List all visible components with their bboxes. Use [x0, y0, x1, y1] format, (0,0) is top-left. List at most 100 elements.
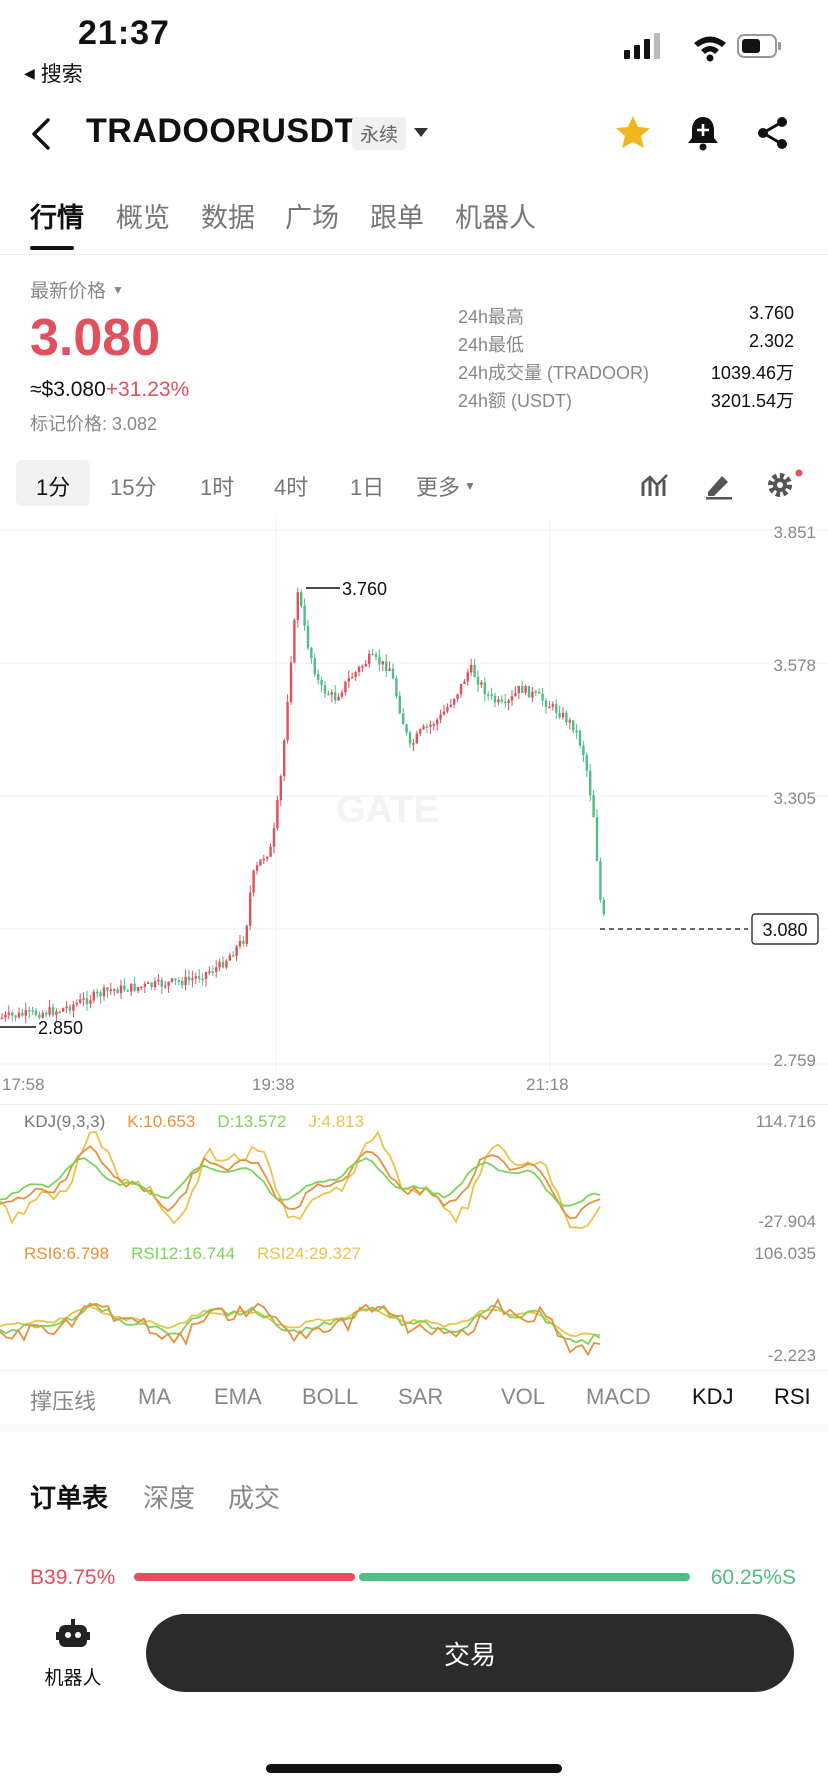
- tab-square[interactable]: 广场: [285, 203, 339, 233]
- indicator-kdj[interactable]: KDJ: [692, 1384, 734, 1409]
- share-icon[interactable]: [756, 116, 790, 150]
- candle-body: [34, 1010, 38, 1015]
- indicator-macd[interactable]: MACD: [586, 1384, 651, 1409]
- back-arrow-icon[interactable]: [28, 116, 56, 152]
- favorite-star-icon[interactable]: [614, 114, 652, 152]
- candle-body: [58, 1011, 61, 1014]
- tab-depth[interactable]: 深度: [143, 1483, 196, 1513]
- draw-pencil-icon[interactable]: [704, 470, 734, 500]
- indicator-boll[interactable]: BOLL: [302, 1384, 359, 1409]
- candle-body: [184, 976, 187, 986]
- back-to-app-link[interactable]: ◀ 搜索: [24, 58, 83, 88]
- kdj-j-line: [0, 1130, 601, 1229]
- candle-body: [521, 685, 524, 693]
- candle-body: [170, 978, 174, 982]
- usd-price: ≈$3.080: [30, 378, 106, 401]
- rsi12-value: RSI12:16.744: [131, 1244, 236, 1263]
- chart-settings-gear-icon[interactable]: [764, 468, 804, 502]
- candle-body: [490, 694, 493, 696]
- candlestick-chart[interactable]: GATE 3.760 2.850 3.080 3.851 3.578 3.305…: [0, 518, 828, 1078]
- high-marker-label: 3.760: [342, 579, 387, 599]
- candle-body: [286, 701, 289, 741]
- battery-icon: [737, 34, 781, 58]
- timeframe-1m[interactable]: 1分: [36, 475, 71, 500]
- candle-body: [296, 592, 299, 620]
- candle-body: [466, 672, 469, 682]
- stat-label-turnover: 24h额 (USDT): [458, 391, 573, 411]
- indicator-support-resistance[interactable]: 撑压线: [30, 1389, 97, 1414]
- kdj-d-value: D:13.572: [217, 1112, 287, 1131]
- candle-body: [51, 1007, 55, 1015]
- candle-body: [514, 693, 517, 697]
- kdj-d-line: [0, 1157, 601, 1207]
- stat-label-low: 24h最低: [458, 335, 525, 355]
- price-alert-bell-icon[interactable]: [686, 114, 720, 152]
- rsi6-line: [0, 1297, 601, 1357]
- candle-body: [568, 720, 571, 723]
- candle-body: [255, 865, 259, 871]
- candle-body: [300, 592, 303, 606]
- tab-copy-trading[interactable]: 跟单: [370, 203, 424, 233]
- symbol-title[interactable]: TRADOORUSDT: [86, 112, 356, 150]
- tab-trades[interactable]: 成交: [228, 1483, 281, 1513]
- candle-body: [589, 770, 592, 796]
- candle-body: [289, 662, 293, 702]
- indicator-rsi[interactable]: RSI: [774, 1384, 811, 1409]
- kdj-k-value: K:10.653: [127, 1112, 196, 1131]
- tab-market[interactable]: 行情: [30, 203, 84, 233]
- timeframe-more[interactable]: 更多 ▼: [416, 470, 476, 502]
- candle-body: [371, 653, 374, 656]
- kdj-title: KDJ(9,3,3): [24, 1112, 106, 1131]
- candle-body: [211, 971, 214, 973]
- buy-letter: B: [30, 1566, 45, 1589]
- candle-body: [541, 693, 544, 701]
- status-time: 21:37: [78, 14, 170, 52]
- candle-body: [374, 654, 378, 657]
- timeframe-1d[interactable]: 1日: [350, 475, 385, 500]
- candle-body: [96, 991, 99, 994]
- last-price-label-row[interactable]: 最新价格 ▼: [30, 276, 124, 303]
- rsi-axis-min: -2.223: [767, 1346, 816, 1365]
- candle-body: [283, 740, 286, 777]
- kdj-axis-max: 114.716: [755, 1112, 816, 1131]
- tab-orderbook[interactable]: 订单表: [30, 1483, 109, 1513]
- candle-body: [262, 858, 265, 861]
- candle-body: [85, 998, 89, 1004]
- last-price: 3.080: [30, 309, 161, 367]
- tab-bots[interactable]: 机器人: [455, 203, 536, 233]
- timeframe-active-bg: [16, 460, 90, 506]
- timeframe-4h[interactable]: 4时: [274, 475, 309, 500]
- candle-body: [317, 674, 320, 680]
- sell-letter: S: [781, 1566, 796, 1589]
- candle-body: [344, 681, 347, 693]
- candle-body: [459, 683, 463, 695]
- indicator-tools-icon[interactable]: [640, 470, 670, 500]
- candle-body: [221, 961, 225, 968]
- tab-overview[interactable]: 概览: [116, 203, 170, 233]
- indicator-ma[interactable]: MA: [138, 1384, 171, 1409]
- candle-body: [548, 706, 551, 709]
- robot-button[interactable]: 机器人: [36, 1618, 110, 1690]
- buy-sell-ratio-bar: [134, 1573, 690, 1581]
- candle-body: [143, 983, 146, 987]
- candle-body: [119, 985, 123, 994]
- timeframe-15m[interactable]: 15分: [110, 475, 157, 500]
- candle-body: [436, 719, 439, 725]
- timeframe-1h[interactable]: 1时: [200, 475, 235, 500]
- candle-body: [218, 961, 221, 968]
- candle-body: [354, 672, 357, 677]
- candle-body: [408, 732, 412, 744]
- symbol-dropdown-icon[interactable]: [412, 126, 430, 140]
- candle-body: [442, 711, 446, 715]
- tab-data[interactable]: 数据: [201, 203, 255, 233]
- current-price-tag: [751, 913, 819, 945]
- price-axis-2: 3.578: [773, 656, 816, 675]
- sell-ratio-label: 60.25% S: [711, 1566, 796, 1590]
- indicator-sar[interactable]: SAR: [398, 1384, 444, 1409]
- trade-button[interactable]: 交易: [146, 1614, 794, 1692]
- indicator-ema[interactable]: EMA: [214, 1384, 262, 1409]
- candles-group: [0, 587, 605, 1024]
- indicator-vol[interactable]: VOL: [501, 1384, 546, 1409]
- active-tab-indicator: [30, 246, 74, 250]
- candle-body: [483, 682, 486, 695]
